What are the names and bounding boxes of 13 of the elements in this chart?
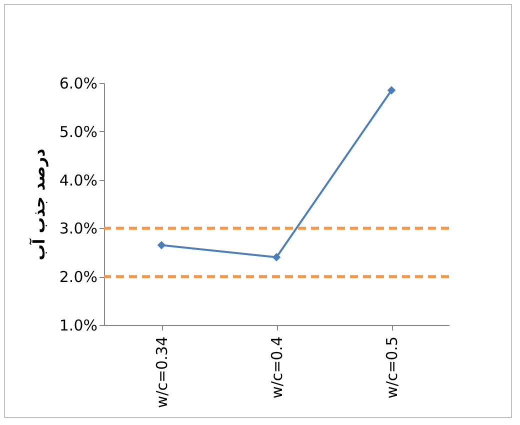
point [157, 240, 166, 250]
x-tick-label: w/c=0.4 [268, 336, 286, 398]
y-tick-label: 1.0% [59, 316, 98, 334]
y-tick-label: 5.0% [59, 122, 98, 141]
point [272, 253, 281, 262]
y-tick-label: 6.0% [59, 74, 98, 92]
x-tick-label: w/c=0.34 [153, 336, 171, 408]
point [387, 86, 396, 94]
y-tick-label: 2.0% [59, 268, 98, 286]
x-tick-label: w/c=0.5 [383, 336, 401, 398]
y-tick-label: 4.0% [59, 171, 98, 190]
y-axis-title: درصد جذب آب [28, 148, 48, 260]
y-tick-label: 3.0% [59, 220, 98, 238]
